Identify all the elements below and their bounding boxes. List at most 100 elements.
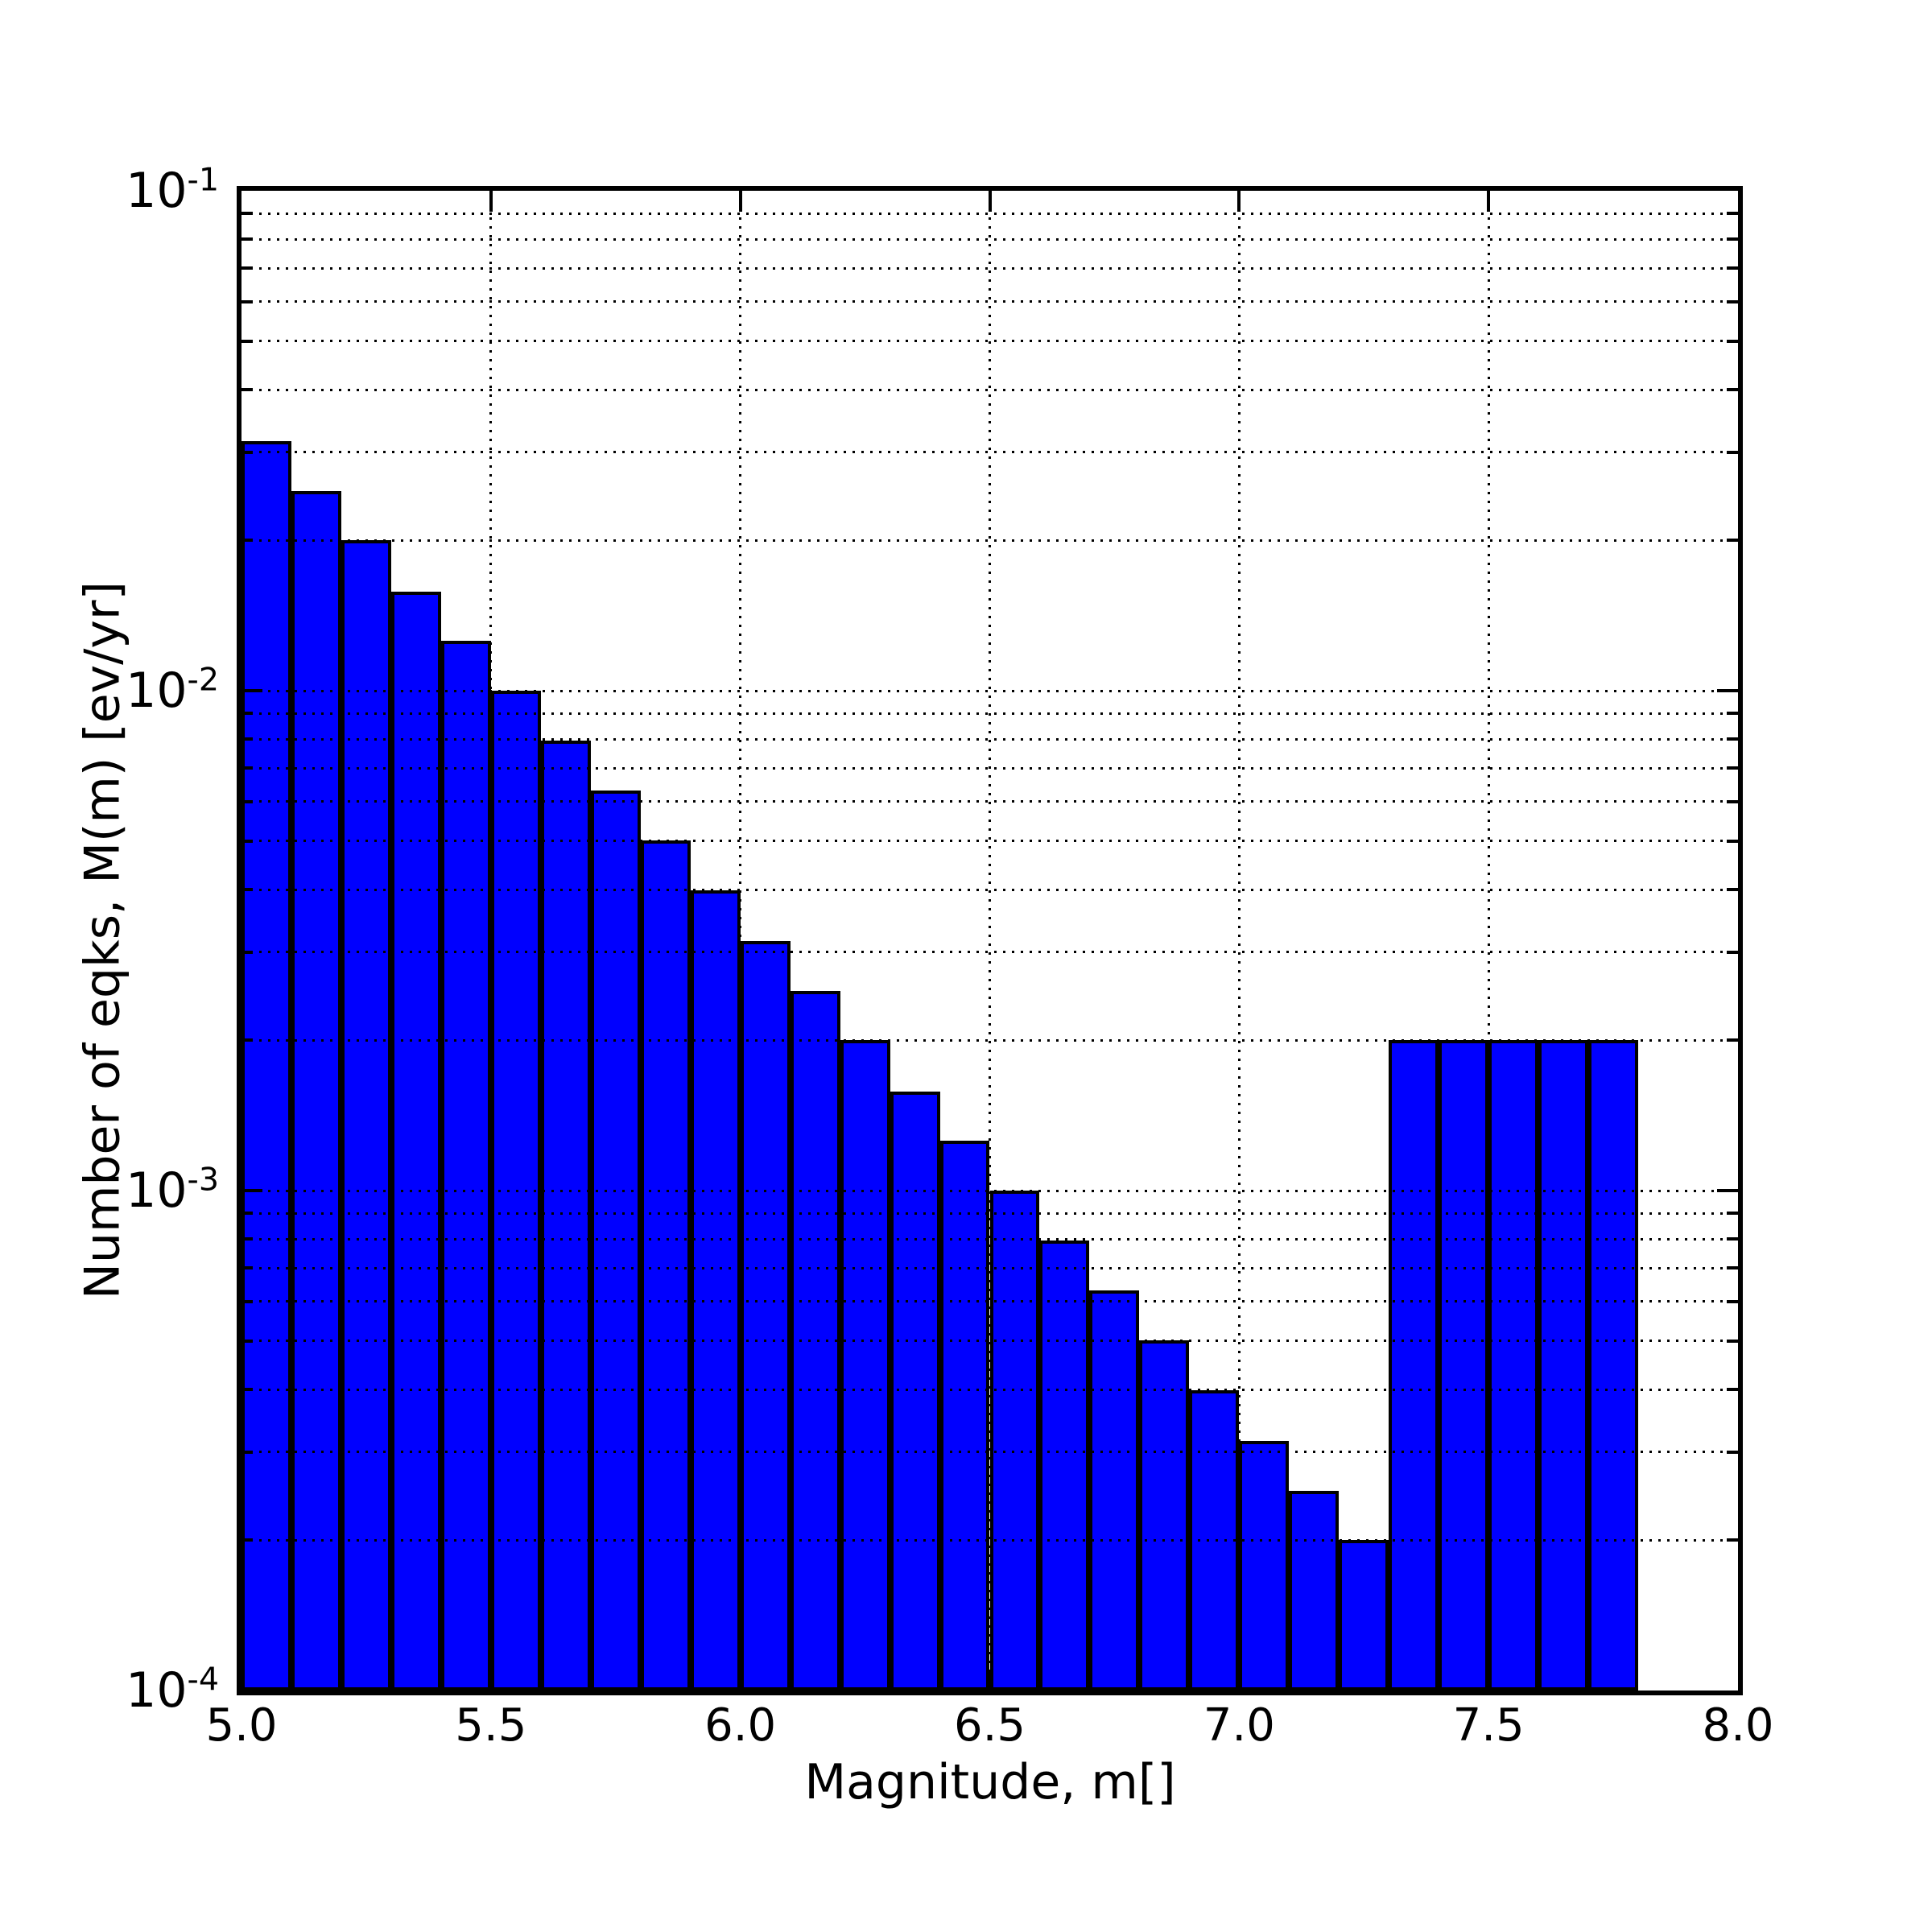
- y-tick-label: 10-3: [126, 1164, 219, 1215]
- y-tick-left: [242, 1189, 262, 1192]
- y-tick-right: [1727, 212, 1738, 216]
- x-tick-label: 7.0: [1203, 1699, 1275, 1752]
- x-gridline: [489, 191, 493, 1690]
- y-tick-right: [1717, 1189, 1738, 1192]
- x-tick-top: [489, 191, 493, 212]
- histogram-bar: [1439, 1040, 1489, 1690]
- histogram-bar: [1039, 1241, 1090, 1690]
- histogram-bar: [1289, 1490, 1340, 1690]
- y-tick-right: [1727, 539, 1738, 543]
- x-tick-top: [1237, 191, 1241, 212]
- x-tick-label: 6.5: [953, 1699, 1026, 1752]
- y-tick-left: [242, 1299, 253, 1303]
- y-tick-right: [1727, 839, 1738, 843]
- x-tick-label: 7.5: [1452, 1699, 1525, 1752]
- histogram-bar: [1339, 1540, 1389, 1690]
- y-tick-left: [242, 1266, 253, 1270]
- y-tick-left: [242, 299, 253, 303]
- y-tick-right: [1727, 450, 1738, 454]
- bars-layer: [242, 191, 1738, 1690]
- y-tick-left: [242, 1388, 253, 1392]
- x-tick-label: 5.5: [455, 1699, 527, 1752]
- y-tick-left: [242, 689, 262, 692]
- y-tick-left: [242, 237, 253, 242]
- y-tick-left: [242, 799, 253, 803]
- x-gridline: [1237, 191, 1241, 1690]
- histogram-bar: [540, 741, 591, 1690]
- histogram-bar: [1488, 1040, 1539, 1690]
- y-tick-left: [242, 266, 253, 270]
- histogram-bar: [1139, 1340, 1190, 1690]
- y-tick-exponent: -2: [187, 661, 219, 699]
- y-tick-left: [242, 1339, 253, 1343]
- y-tick-right: [1727, 1299, 1738, 1303]
- y-tick-left: [242, 839, 253, 843]
- y-tick-right: [1727, 737, 1738, 741]
- x-tick-bottom: [1487, 1670, 1491, 1690]
- x-tick-label: 6.0: [704, 1699, 777, 1752]
- grid-layer: [242, 191, 1738, 1690]
- y-tick-left: [242, 388, 253, 392]
- x-tick-top: [1487, 191, 1491, 212]
- y-tick-right: [1727, 1237, 1738, 1241]
- y-tick-right: [1727, 388, 1738, 392]
- y-tick-base: 10: [126, 663, 188, 719]
- histogram-bar: [989, 1191, 1040, 1690]
- y-tick-exponent: -1: [187, 161, 219, 199]
- histogram-bar: [341, 540, 391, 1690]
- y-tick-left: [242, 950, 253, 954]
- x-tick-top: [738, 191, 742, 212]
- histogram-bar: [1239, 1440, 1290, 1690]
- histogram-bar: [242, 440, 291, 1690]
- y-tick-right: [1727, 266, 1738, 270]
- y-tick-right: [1727, 799, 1738, 803]
- y-tick-label: 10-1: [126, 164, 219, 215]
- y-tick-left: [242, 212, 253, 216]
- y-tick-right: [1727, 712, 1738, 716]
- y-tick-right: [1727, 766, 1738, 770]
- y-tick-left: [242, 888, 253, 892]
- y-tick-right: [1727, 1388, 1738, 1392]
- y-tick-right: [1727, 1538, 1738, 1542]
- x-tick-bottom: [738, 1670, 742, 1690]
- ticks-layer: [242, 191, 1738, 1690]
- y-tick-left: [242, 712, 253, 716]
- histogram-bar: [440, 640, 491, 1690]
- y-tick-right: [1727, 950, 1738, 954]
- y-tick-right: [1727, 1450, 1738, 1454]
- x-tick-label: 8.0: [1702, 1699, 1774, 1752]
- y-tick-right: [1727, 888, 1738, 892]
- y-tick-base: 10: [126, 163, 188, 219]
- x-axis-label: Magnitude, m[]: [804, 1754, 1176, 1810]
- histogram-bar: [939, 1140, 990, 1690]
- y-tick-right: [1727, 1038, 1738, 1042]
- y-tick-left: [242, 1237, 253, 1241]
- y-tick-left: [242, 339, 253, 343]
- y-tick-left: [242, 1038, 253, 1042]
- histogram-bar: [1538, 1040, 1589, 1690]
- y-tick-base: 10: [126, 1162, 188, 1219]
- x-gridline: [739, 191, 742, 1690]
- y-tick-left: [242, 1538, 253, 1542]
- y-tick-right: [1717, 689, 1738, 692]
- y-tick-right: [1727, 237, 1738, 242]
- plot-inner: [242, 191, 1738, 1690]
- y-tick-right: [1727, 299, 1738, 303]
- y-tick-left: [242, 766, 253, 770]
- y-tick-right: [1727, 1266, 1738, 1270]
- y-tick-right: [1727, 1212, 1738, 1216]
- y-tick-left: [242, 539, 253, 543]
- y-tick-left: [242, 450, 253, 454]
- x-tick-bottom: [489, 1670, 493, 1690]
- histogram-bar: [690, 890, 741, 1690]
- y-tick-left: [242, 1212, 253, 1216]
- y-tick-right: [1727, 339, 1738, 343]
- y-tick-base: 10: [126, 1662, 188, 1719]
- y-axis-label: Number of eqks, M(m) [ev/yr]: [74, 581, 131, 1299]
- y-tick-right: [1727, 1339, 1738, 1343]
- y-tick-left: [242, 737, 253, 741]
- histogram-bar: [1389, 1040, 1439, 1690]
- histogram-bar: [390, 591, 441, 1690]
- x-tick-top: [988, 191, 992, 212]
